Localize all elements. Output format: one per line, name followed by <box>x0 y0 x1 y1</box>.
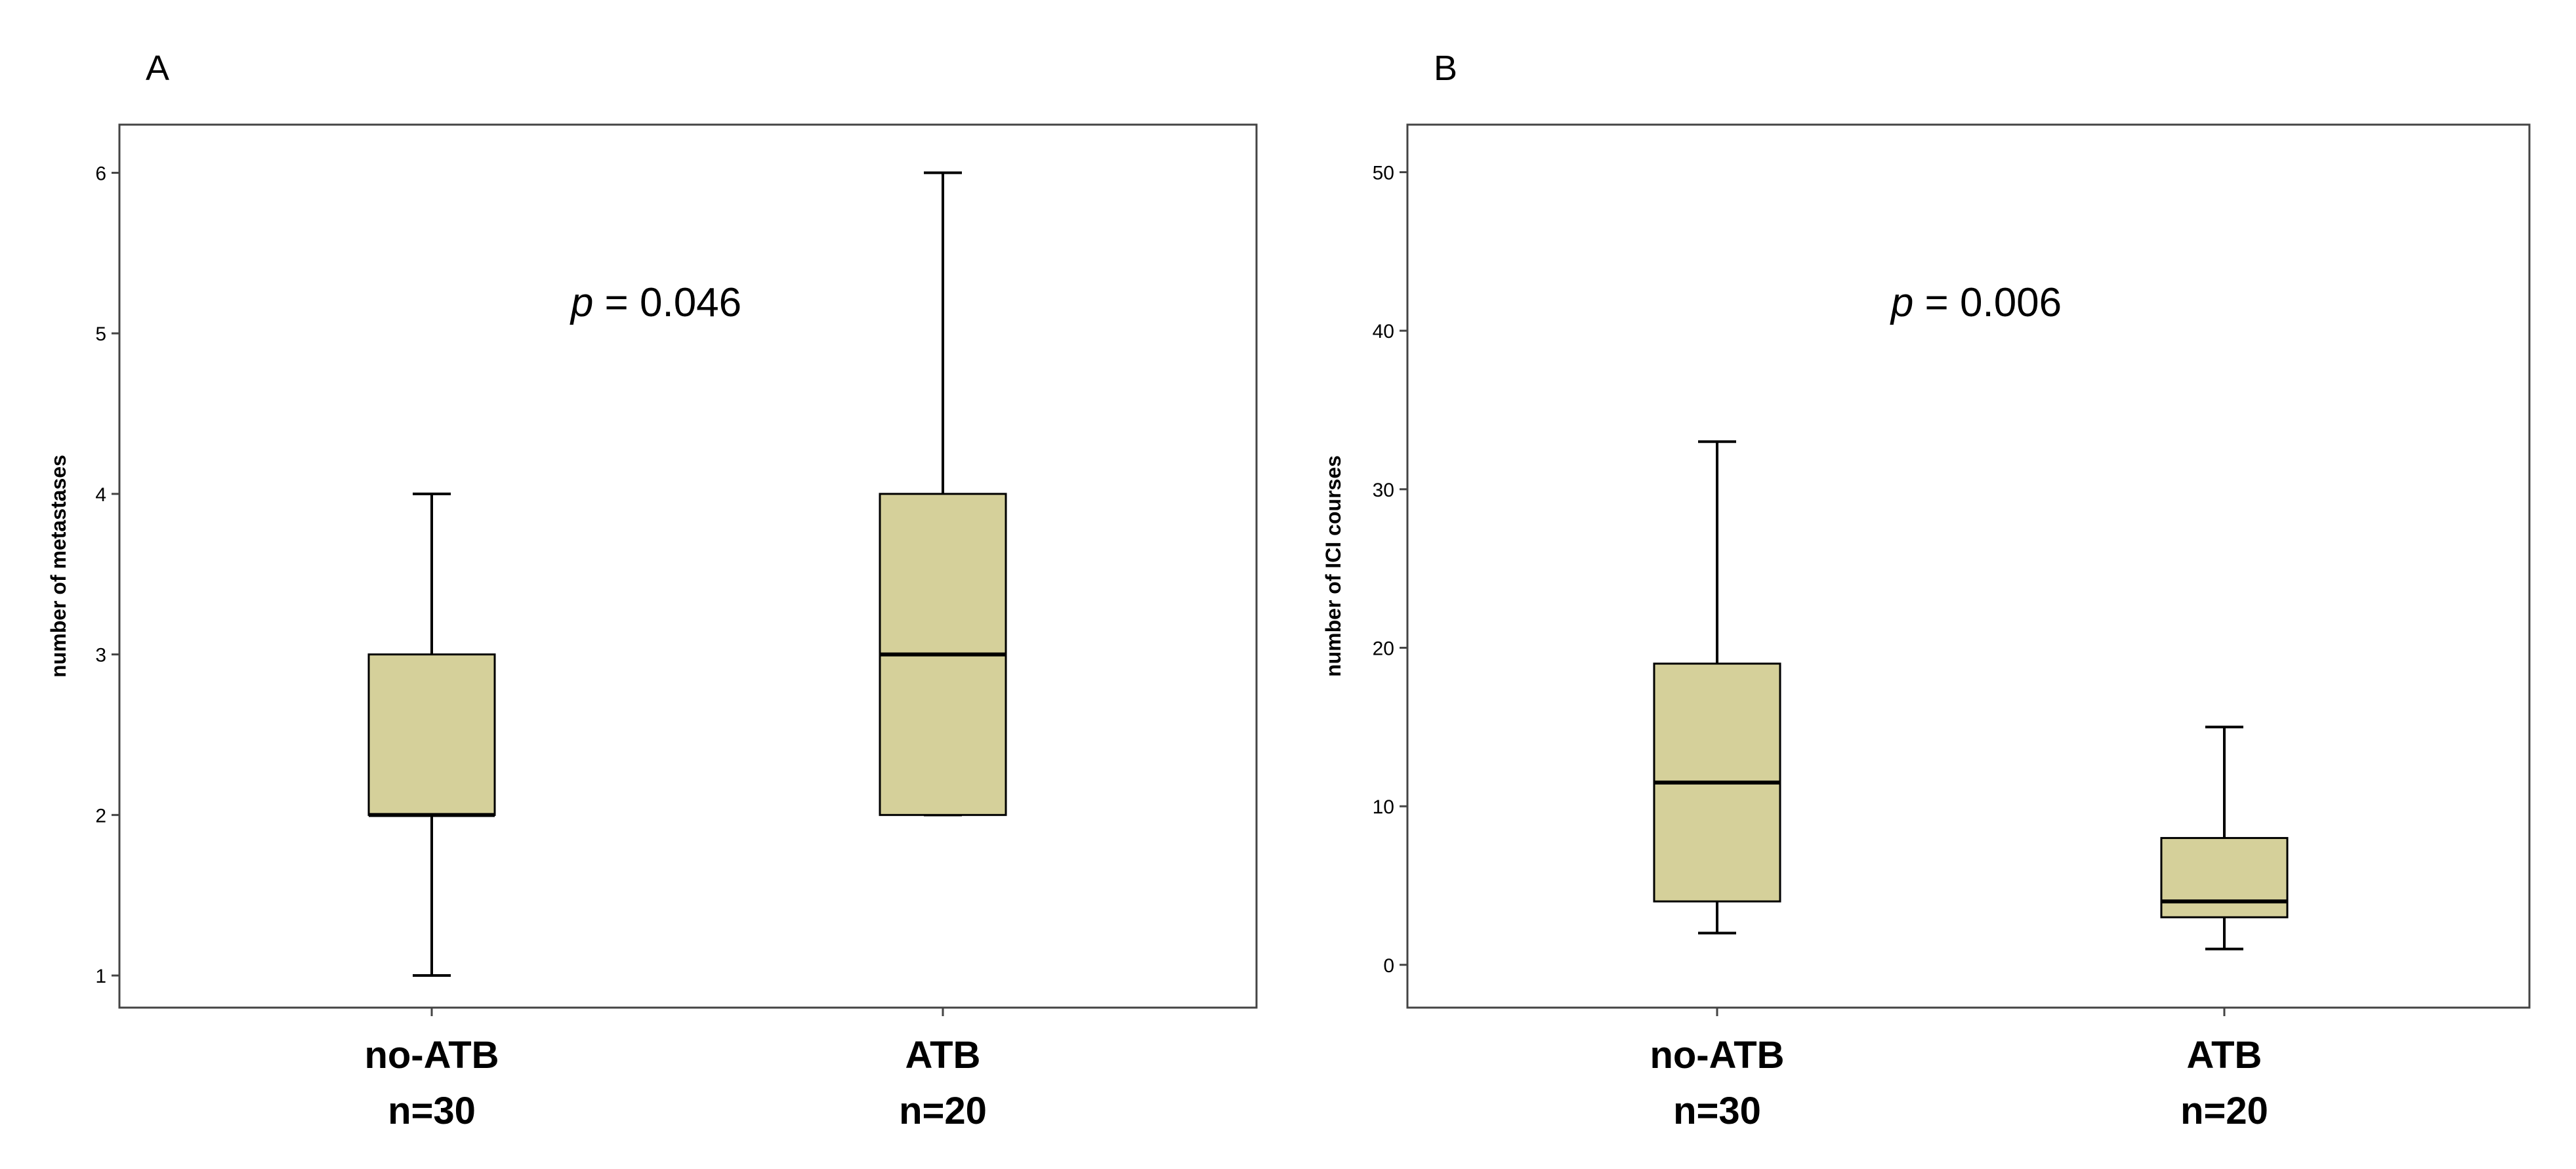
category-labels-a: no-ATB n=30 ATB n=20 <box>364 1008 987 1132</box>
iqr-box-b-1 <box>2160 836 2289 918</box>
y-tick-label-a-1: 2 <box>95 805 106 827</box>
category-n-label-b-0: n=30 <box>1673 1090 1761 1132</box>
p-value-a: p = 0.046 <box>570 280 741 325</box>
iqr-box-a-0 <box>367 653 496 816</box>
p-value-a-text: = 0.046 <box>593 280 741 325</box>
y-ticks-b: 0 10 20 30 40 50 <box>1373 162 1407 977</box>
p-value-b-text: = 0.006 <box>1913 280 2062 325</box>
box-group-a-0 <box>367 492 496 977</box>
category-labels-b: no-ATB n=30 ATB n=20 <box>1650 1008 2268 1132</box>
y-axis-title-b: number of ICI courses <box>1321 455 1345 677</box>
category-n-label-a-0: n=30 <box>388 1090 476 1132</box>
plot-frame-a <box>118 123 1258 1009</box>
y-ticks-a: 1 2 3 4 5 6 <box>95 163 119 987</box>
category-label-b-0: no-ATB <box>1650 1034 1784 1077</box>
y-tick-label-b-4: 40 <box>1373 321 1394 342</box>
p-value-b: p = 0.006 <box>1890 280 2062 325</box>
y-tick-label-b-2: 20 <box>1373 638 1394 659</box>
y-tick-label-b-1: 10 <box>1373 796 1394 818</box>
boxes-b <box>1653 440 2289 951</box>
panel-b: B number of ICI courses 0 10 20 30 40 50 no-A… <box>1321 49 2531 1132</box>
category-label-a-0: no-ATB <box>364 1034 499 1077</box>
category-n-label-b-1: n=20 <box>2180 1090 2268 1132</box>
panel-a: A number of metastases 1 2 3 4 5 6 no-ATB n=30… <box>47 49 1258 1132</box>
p-value-a-symbol: p <box>570 280 593 325</box>
category-label-a-1: ATB <box>905 1034 981 1077</box>
y-tick-label-b-3: 30 <box>1373 480 1394 501</box>
panel-label-a: A <box>146 49 169 88</box>
panel-label-b: B <box>1434 49 1457 88</box>
p-value-b-symbol: p <box>1890 280 1913 325</box>
category-label-b-1: ATB <box>2187 1034 2262 1077</box>
y-tick-label-a-2: 3 <box>95 645 106 667</box>
y-tick-label-a-3: 4 <box>95 484 106 506</box>
boxes-a <box>367 171 1007 977</box>
box-group-a-1 <box>879 171 1007 817</box>
box-group-b-1 <box>2160 726 2289 951</box>
y-tick-label-a-0: 1 <box>95 966 106 987</box>
y-axis-title-a: number of metastases <box>47 455 70 678</box>
y-tick-label-a-5: 6 <box>95 163 106 184</box>
box-group-b-0 <box>1653 440 1781 935</box>
y-tick-label-b-5: 50 <box>1373 162 1394 184</box>
plot-frame-b <box>1406 123 2531 1009</box>
y-tick-label-a-4: 5 <box>95 323 106 345</box>
y-tick-label-b-0: 0 <box>1383 955 1394 977</box>
category-n-label-a-1: n=20 <box>899 1090 987 1132</box>
